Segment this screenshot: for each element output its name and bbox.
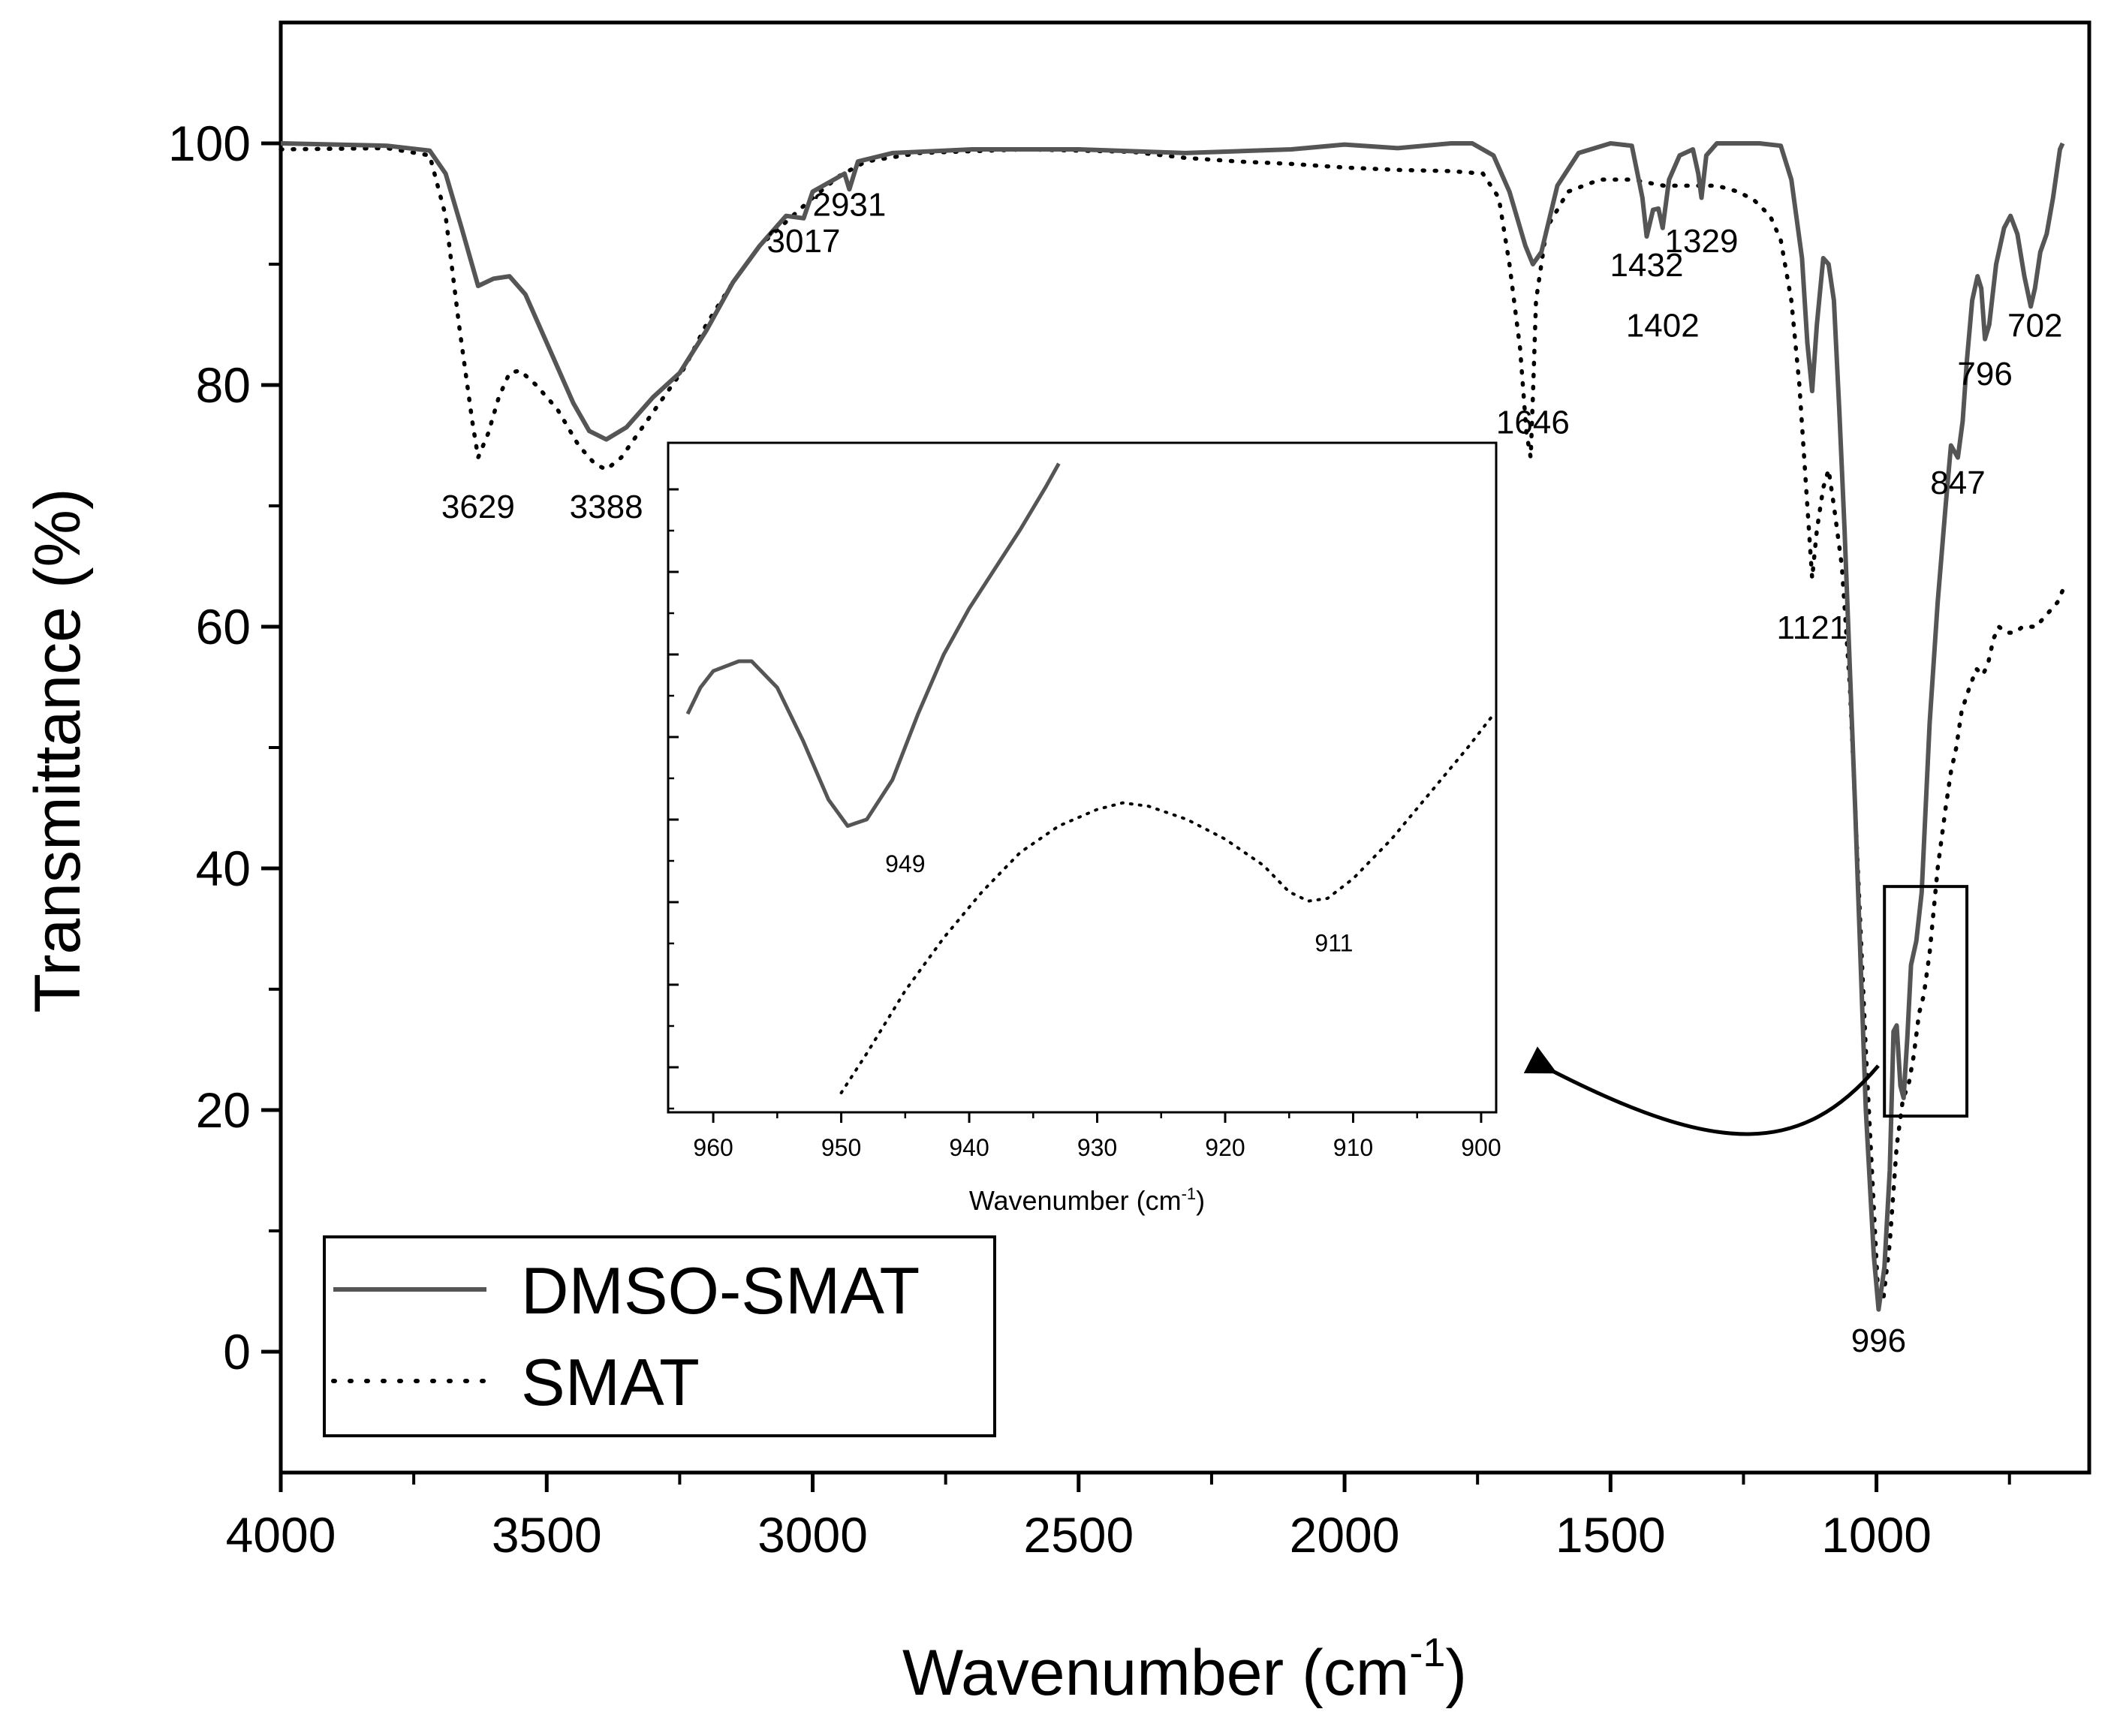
zoom-arrow <box>1523 1046 1880 1136</box>
legend-label-dmso-smat: DMSO-SMAT <box>521 1253 920 1328</box>
x-axis-title-superscript: -1 <box>1409 1630 1445 1675</box>
y-tick-label: 40 <box>196 841 251 896</box>
y-tick-label: 100 <box>168 116 251 171</box>
peak-label: 1402 <box>1626 308 1700 344</box>
inset-x-tick-label: 960 <box>693 1134 733 1161</box>
x-tick-label: 3500 <box>492 1507 602 1563</box>
series-dmso-smat-line <box>280 141 2065 1312</box>
inset-x-tick-label: 920 <box>1205 1134 1245 1161</box>
inset-x-axis-title-superscript: -1 <box>1182 1184 1197 1203</box>
peak-label: 3017 <box>767 223 841 260</box>
legend-label-smat: SMAT <box>521 1345 700 1419</box>
peak-label: 2931 <box>812 187 886 224</box>
x-axis-title: Wavenumber (cm-1) <box>902 1630 1467 1709</box>
y-tick-label: 60 <box>196 599 251 654</box>
x-tick-label: 2000 <box>1290 1507 1400 1563</box>
inset-series-dmso-smat-line <box>685 462 1061 828</box>
peak-label: 796 <box>1957 356 2012 393</box>
inset-x-axis-title-close: ) <box>1196 1185 1205 1216</box>
inset-x-tick-label: 930 <box>1077 1134 1117 1161</box>
series-smat-line <box>279 146 2065 1306</box>
x-tick-label: 3000 <box>757 1507 868 1563</box>
inset-peak-label: 949 <box>885 850 925 877</box>
inset-peak-label: 911 <box>1314 929 1353 956</box>
legend-box <box>323 1235 996 1437</box>
legend: DMSO-SMAT SMAT <box>323 1235 996 1437</box>
peak-label: 702 <box>2007 308 2062 344</box>
y-axis-title: Transmittance (%) <box>22 488 94 1012</box>
axes-and-labels: 4000 3500 3000 2500 2000 1500 1000 0 20 40 60 80 100… <box>168 116 2063 1563</box>
y-tick-label: 20 <box>196 1082 251 1138</box>
inset-x-axis-title: Wavenumber (cm-1) <box>969 1184 1205 1216</box>
y-tick-label: 80 <box>196 357 251 413</box>
peak-label: 1121 <box>1777 609 1848 646</box>
peak-label: 3388 <box>570 489 643 525</box>
x-tick-label: 1500 <box>1555 1507 1666 1563</box>
peak-label: 1329 <box>1665 223 1739 260</box>
y-tick-label: 0 <box>223 1324 251 1379</box>
inset-frame <box>667 441 1498 1114</box>
inset-x-tick-label: 950 <box>821 1134 861 1161</box>
x-tick-label: 4000 <box>226 1507 336 1563</box>
peak-label: 847 <box>1930 465 1985 501</box>
inset-x-tick-label: 900 <box>1461 1134 1501 1161</box>
peak-label: 996 <box>1851 1322 1906 1359</box>
peak-label: 3629 <box>441 489 515 525</box>
inset-x-tick-label: 940 <box>949 1134 989 1161</box>
x-axis-title-close: ) <box>1445 1637 1467 1709</box>
inset-x-tick-label: 910 <box>1333 1134 1373 1161</box>
inset-series-smat-line <box>839 712 1495 1094</box>
peak-label: 1432 <box>1610 247 1684 284</box>
peak-label: 1646 <box>1496 404 1570 441</box>
x-tick-label: 1000 <box>1821 1507 1932 1563</box>
zoom-region-box <box>1883 885 1969 1118</box>
x-tick-label: 2500 <box>1023 1507 1134 1563</box>
